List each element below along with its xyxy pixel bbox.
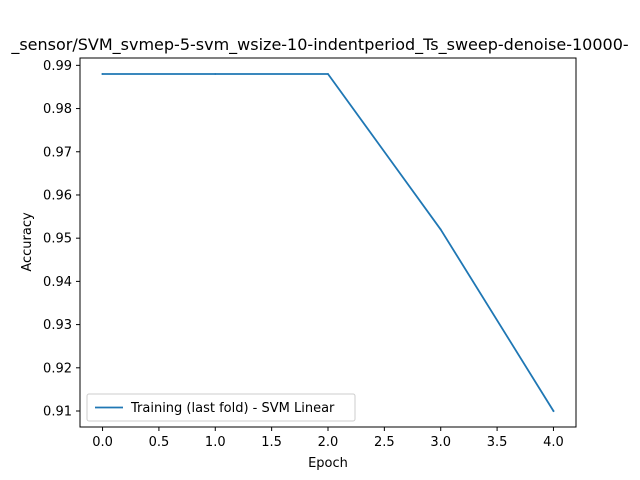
y-axis-label: Accuracy xyxy=(20,212,35,272)
legend-label: Training (last fold) - SVM Linear xyxy=(130,401,335,416)
x-axis-label: Epoch xyxy=(308,456,348,471)
x-tick-label: 1.0 xyxy=(205,435,226,450)
y-tick-label: 0.93 xyxy=(43,318,72,333)
y-tick-label: 0.96 xyxy=(43,188,72,203)
y-tick-label: 0.99 xyxy=(43,59,72,74)
plot-frame xyxy=(79,57,577,428)
x-tick-label: 1.5 xyxy=(261,435,282,450)
x-axis-ticks: 0.0 0.5 1.0 1.5 2.0 2.5 3.0 3.5 4.0 xyxy=(92,427,564,450)
x-tick-label: 0.5 xyxy=(149,435,170,450)
chart-title: _sensor/SVM_svmep-5-svm_wsize-10-indentp… xyxy=(10,35,628,55)
legend: Training (last fold) - SVM Linear xyxy=(86,393,356,422)
data-point xyxy=(439,228,442,231)
legend-box xyxy=(86,393,356,422)
y-tick-label: 0.98 xyxy=(43,102,72,117)
x-tick-label: 3.5 xyxy=(487,435,508,450)
y-tick-label: 0.91 xyxy=(43,405,72,420)
data-point xyxy=(552,410,555,412)
x-tick-label: 0.0 xyxy=(92,435,113,450)
y-tick-label: 0.97 xyxy=(43,145,72,160)
y-tick-label: 0.92 xyxy=(43,361,72,376)
x-tick-label: 4.0 xyxy=(543,435,564,450)
x-tick-label: 2.5 xyxy=(374,435,395,450)
data-point xyxy=(101,73,104,75)
series-line xyxy=(101,73,555,413)
x-tick-label: 2.0 xyxy=(318,435,339,450)
data-point xyxy=(214,73,217,75)
data-point xyxy=(327,73,329,75)
y-tick-label: 0.95 xyxy=(43,232,72,247)
series-layer xyxy=(101,73,555,413)
x-tick-label: 3.0 xyxy=(430,435,451,450)
y-axis-ticks: 0.91 0.92 0.93 0.94 0.95 0.96 0.97 0.98 0.99 xyxy=(43,59,80,420)
y-tick-label: 0.94 xyxy=(43,275,72,290)
